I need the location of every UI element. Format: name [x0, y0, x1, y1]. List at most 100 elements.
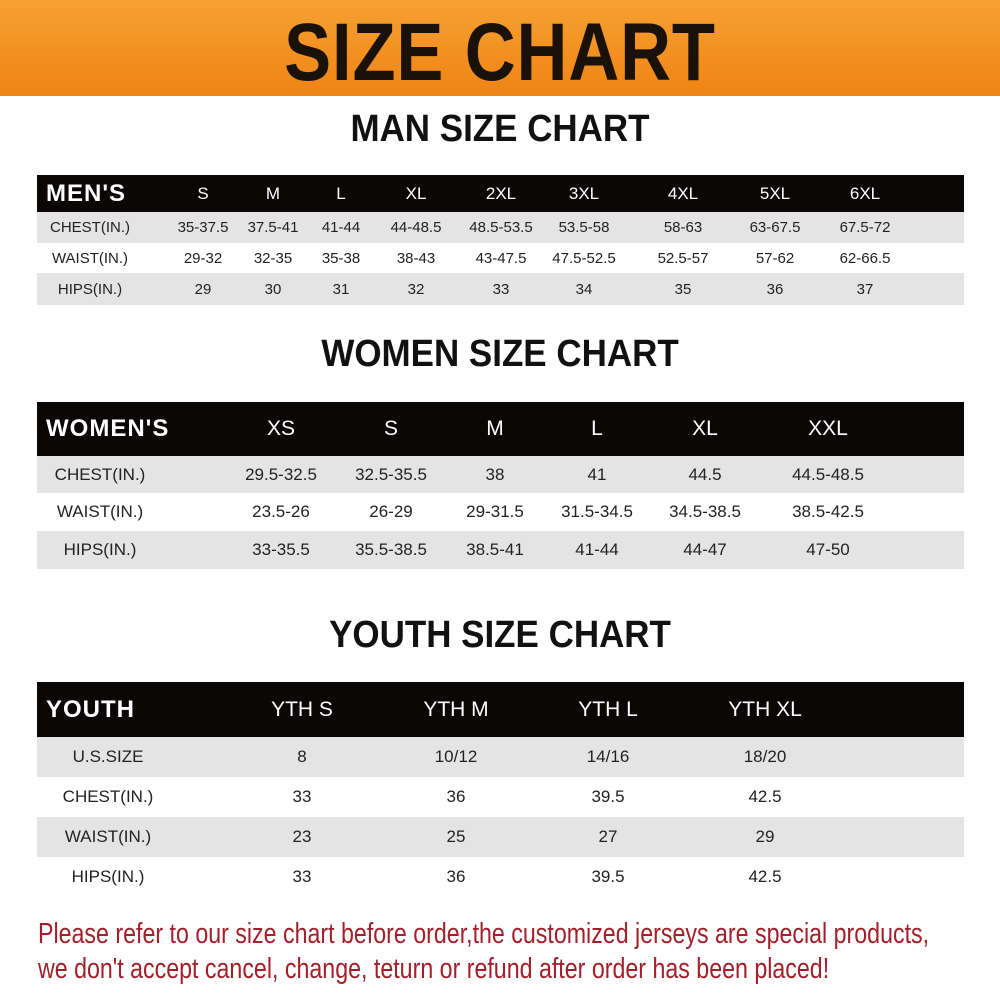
table-cell: 37: [856, 280, 874, 298]
table-cell: 37.5-41: [247, 219, 299, 236]
table-row: HIPS(IN.) 33 36 39.5 42.5: [37, 857, 964, 897]
size-header-xs: XS: [266, 417, 296, 440]
table-cell: 41-44: [575, 540, 619, 559]
size-header-xxl: XXL: [808, 417, 848, 440]
table-cell: 38: [485, 464, 505, 484]
table-cell: 33: [292, 787, 312, 806]
table-cell: 53.5-58: [558, 219, 610, 236]
table-cell: 43-47.5: [475, 249, 527, 267]
youth-header-label: YOUTH: [46, 695, 135, 723]
row-label: U.S.SIZE: [72, 747, 144, 766]
table-cell: 44.5: [688, 464, 722, 484]
page-title: SIZE CHART: [284, 7, 716, 98]
table-cell: 23.5-26: [252, 502, 310, 521]
table-cell: 32.5-35.5: [355, 464, 427, 484]
table-cell: 25: [446, 827, 466, 846]
table-cell: 48.5-53.5: [469, 219, 533, 236]
size-header-yth-l: YTH L: [578, 697, 638, 721]
table-row: CHEST(IN.) 29.5-32.5 32.5-35.5 38 41 44.5 44.5…: [37, 456, 964, 493]
table-cell: 18/20: [743, 747, 787, 766]
table-cell: 62-66.5: [839, 249, 891, 267]
size-header-l: L: [336, 183, 346, 203]
table-cell: 35.5-38.5: [355, 540, 427, 559]
size-header-yth-xl: YTH XL: [728, 697, 802, 721]
title-banner: SIZE CHART: [0, 0, 1000, 98]
row-label: CHEST(IN.): [54, 464, 146, 484]
table-cell: 32-35: [253, 249, 293, 267]
table-cell: 36: [766, 280, 784, 298]
table-cell: 41: [587, 464, 607, 484]
size-header-yth-m: YTH M: [423, 697, 489, 721]
table-cell: 63-67.5: [749, 219, 801, 236]
table-cell: 10/12: [434, 747, 478, 766]
table-cell: 38.5-41: [466, 540, 524, 559]
table-cell: 27: [598, 827, 618, 846]
table-cell: 39.5: [591, 867, 625, 886]
men-header-label: MEN'S: [46, 179, 127, 207]
table-cell: 35-37.5: [177, 219, 229, 236]
table-cell: 31: [332, 280, 350, 298]
table-row: HIPS(IN.) 33-35.5 35.5-38.5 38.5-41 41-44 44-…: [37, 531, 964, 569]
table-cell: 35: [674, 280, 692, 298]
table-cell: 33: [492, 280, 510, 298]
table-cell: 36: [446, 867, 466, 886]
table-cell: 33-35.5: [252, 540, 310, 559]
table-cell: 29: [755, 827, 775, 846]
size-header-xl: XL: [405, 183, 427, 203]
row-label: HIPS(IN.): [57, 280, 123, 298]
table-cell: 29.5-32.5: [245, 464, 317, 484]
table-cell: 42.5: [748, 867, 782, 886]
table-cell: 38-43: [396, 249, 436, 267]
table-cell: 32: [407, 280, 425, 298]
youth-header-row: YOUTH YTH S YTH M YTH L YTH XL: [37, 682, 964, 737]
table-cell: 57-62: [755, 249, 795, 267]
table-cell: 35-38: [321, 249, 361, 267]
row-label: CHEST(IN.): [50, 219, 130, 236]
table-cell: 47.5-52.5: [552, 249, 616, 267]
table-cell: 52.5-57: [657, 249, 709, 267]
table-cell: 38.5-42.5: [792, 502, 864, 521]
notice-line-1: Please refer to our size chart before or…: [38, 918, 930, 950]
row-label: HIPS(IN.): [71, 867, 145, 886]
size-header-6xl: 6XL: [849, 183, 881, 203]
table-cell: 42.5: [748, 787, 782, 806]
table-cell: 58-63: [663, 219, 703, 236]
women-header-row: WOMEN'S XS S M L XL XXL: [37, 402, 964, 456]
table-row: U.S.SIZE 8 10/12 14/16 18/20: [37, 737, 964, 777]
table-row: WAIST(IN.) 23 25 27 29: [37, 817, 964, 857]
table-cell: 29: [194, 280, 212, 298]
table-cell: 23: [292, 827, 312, 846]
size-header-4xl: 4XL: [667, 183, 699, 203]
size-header-xl: XL: [692, 417, 718, 440]
table-cell: 30: [264, 280, 282, 298]
table-cell: 26-29: [369, 502, 413, 521]
size-header-5xl: 5XL: [759, 183, 791, 203]
table-cell: 29-32: [183, 249, 223, 267]
size-header-s: S: [197, 183, 209, 203]
women-section-title: WOMEN SIZE CHART: [321, 333, 679, 375]
size-header-m: M: [486, 417, 504, 440]
men-header-row: MEN'S S M L XL 2XL 3XL 4XL 5XL 6XL: [37, 175, 964, 212]
table-cell: 29-31.5: [466, 502, 524, 521]
women-header-label: WOMEN'S: [46, 415, 170, 442]
table-cell: 14/16: [586, 747, 630, 766]
table-row: CHEST(IN.) 35-37.5 37.5-41 41-44 44-48.5 48.5…: [37, 212, 964, 243]
table-cell: 34: [575, 280, 593, 298]
table-cell: 44.5-48.5: [792, 464, 864, 484]
table-cell: 39.5: [591, 787, 625, 806]
youth-section-title: YOUTH SIZE CHART: [329, 614, 671, 656]
table-row: CHEST(IN.) 33 36 39.5 42.5: [37, 777, 964, 817]
table-cell: 31.5-34.5: [561, 502, 633, 521]
size-header-3xl: 3XL: [568, 183, 600, 203]
table-cell: 44-47: [683, 540, 727, 559]
table-cell: 47-50: [806, 540, 850, 559]
size-header-2xl: 2XL: [485, 183, 517, 203]
men-section-title: MAN SIZE CHART: [350, 108, 650, 150]
size-header-l: L: [591, 417, 603, 440]
row-label: WAIST(IN.): [51, 249, 129, 267]
table-cell: 34.5-38.5: [669, 502, 741, 521]
table-cell: 67.5-72: [839, 219, 891, 236]
table-row: HIPS(IN.) 29 30 31 32 33 34 35 36 37: [37, 273, 964, 305]
notice-line-2: we don't accept cancel, change, teturn o…: [38, 953, 830, 985]
table-cell: 36: [446, 787, 466, 806]
